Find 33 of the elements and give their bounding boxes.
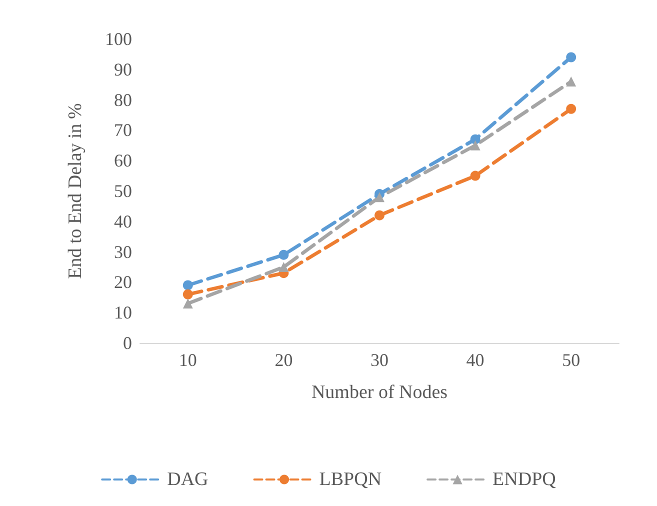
y-tick-label: 100	[105, 29, 132, 49]
y-tick-label: 40	[114, 211, 132, 232]
point	[182, 280, 193, 290]
legend-label: LBPQN	[319, 469, 382, 490]
point	[374, 192, 384, 202]
legend-label: DAG	[167, 469, 209, 490]
x-tick-label: 40	[466, 350, 484, 370]
point	[566, 76, 576, 87]
y-tick-label: 60	[114, 150, 132, 171]
point	[566, 52, 576, 62]
x-tick-label: 30	[370, 350, 388, 370]
point	[374, 210, 384, 220]
y-tick-label: 80	[114, 90, 132, 110]
y-tick-label: 20	[114, 272, 132, 292]
y-tick-label: 70	[114, 120, 132, 140]
y-tick-label: 50	[114, 181, 132, 201]
y-axis-title: End to End Delay in %	[65, 102, 86, 279]
x-axis-title: Number of Nodes	[311, 382, 448, 403]
y-tick-label: 90	[114, 59, 132, 80]
x-tick-label: 50	[562, 350, 580, 370]
y-tick-label: 30	[114, 242, 132, 262]
x-tick-label: 10	[178, 350, 197, 370]
point	[278, 262, 289, 272]
point	[182, 298, 193, 308]
point	[566, 104, 576, 114]
legend-label: ENDPQ	[492, 469, 556, 490]
point	[470, 170, 480, 181]
x-tick-label: 20	[274, 350, 293, 370]
y-tick-label: 10	[114, 302, 132, 323]
point	[470, 140, 480, 150]
point	[182, 289, 193, 300]
point	[278, 250, 289, 260]
y-tick-label: 0	[123, 333, 132, 353]
